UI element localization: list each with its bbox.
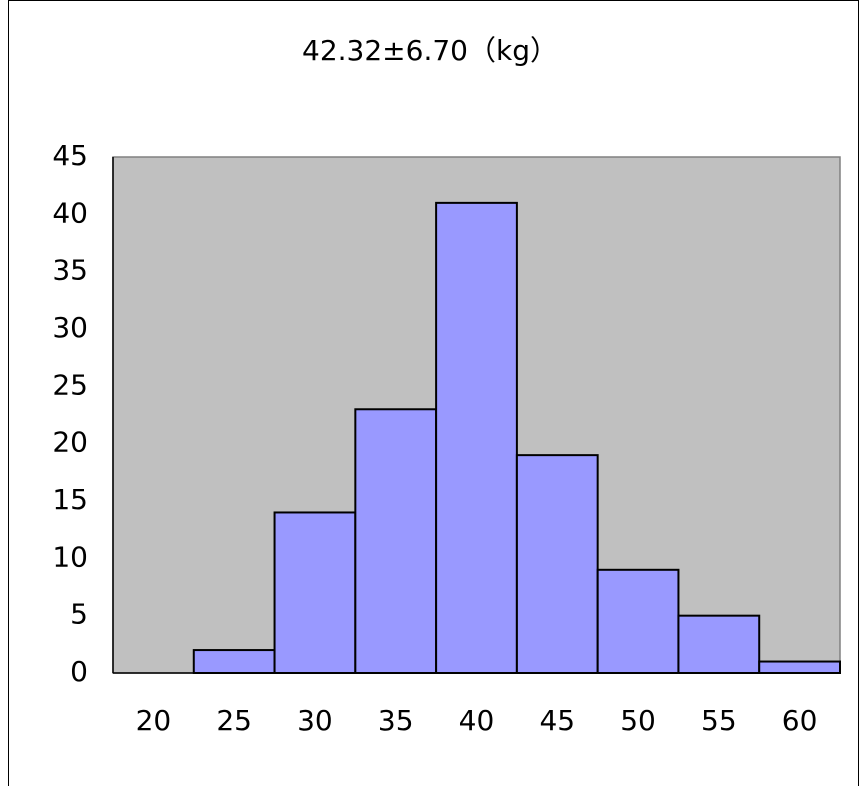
y-tick-label: 25 — [52, 368, 88, 401]
y-tick-label: 10 — [52, 540, 88, 573]
x-tick-label: 50 — [620, 704, 656, 737]
x-tick-label: 25 — [216, 704, 252, 737]
bar — [677, 614, 761, 675]
y-tick-label: 30 — [52, 311, 88, 344]
y-tick-label: 45 — [52, 139, 88, 172]
y-tick-label: 0 — [70, 655, 88, 688]
bar — [192, 649, 276, 674]
x-tick-label: 20 — [136, 704, 172, 737]
y-tick-label: 35 — [52, 254, 88, 287]
bar — [596, 568, 680, 674]
x-tick-label: 35 — [378, 704, 414, 737]
bar — [435, 201, 518, 674]
bar — [515, 454, 599, 674]
x-tick-label: 55 — [701, 704, 737, 737]
x-tick-label: 40 — [459, 704, 495, 737]
y-tick-label: 20 — [52, 426, 88, 459]
y-tick-label: 5 — [70, 598, 88, 631]
y-tick-label: 15 — [52, 483, 88, 516]
chart-title: 42.32±6.70（kg） — [302, 34, 558, 67]
bar — [354, 408, 438, 674]
x-tick-label: 30 — [297, 704, 333, 737]
x-tick-label: 45 — [539, 704, 575, 737]
y-tick-label: 40 — [52, 196, 88, 229]
bar — [273, 511, 357, 675]
x-tick-label: 60 — [782, 704, 818, 737]
bar — [758, 660, 842, 674]
